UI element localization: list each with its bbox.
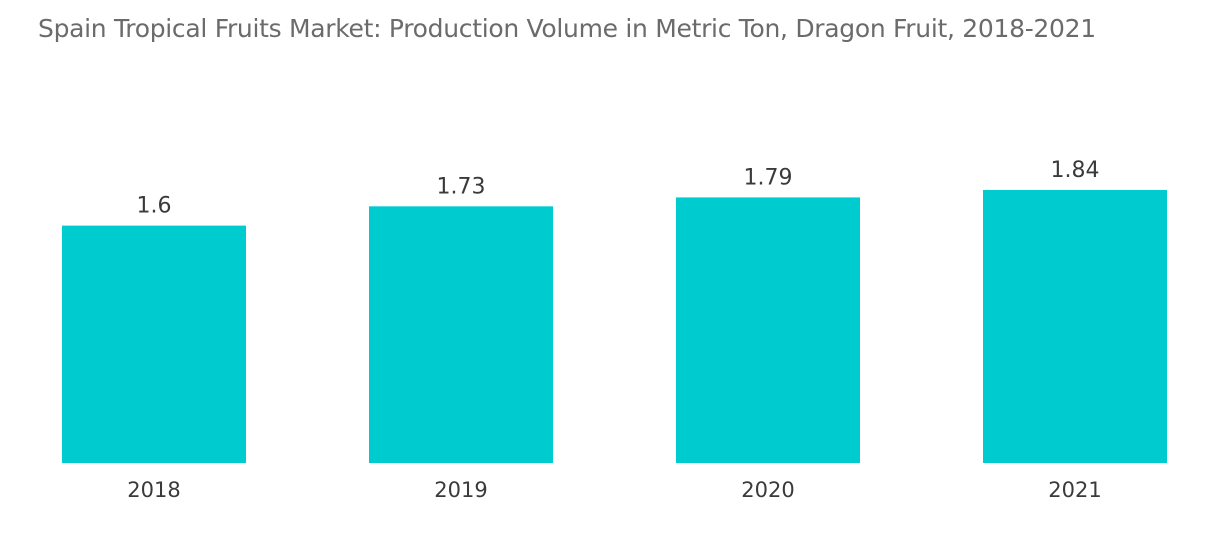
- value-label-2019: 1.73: [437, 174, 486, 199]
- x-axis-ticks-group: 2018 2019 2020 2021: [127, 478, 1101, 502]
- x-tick-label-2020: 2020: [741, 478, 794, 502]
- value-label-2020: 1.79: [744, 165, 793, 190]
- x-tick-label-2021: 2021: [1048, 478, 1101, 502]
- x-tick-label-2019: 2019: [434, 478, 487, 502]
- bar-2021: [983, 190, 1167, 463]
- x-tick-label-2018: 2018: [127, 478, 180, 502]
- bar-2018: [62, 225, 246, 463]
- value-labels-group: 1.6 1.73 1.79 1.84: [137, 158, 1100, 219]
- chart-title: Spain Tropical Fruits Market: Production…: [38, 14, 1096, 43]
- bar-2020: [676, 197, 860, 464]
- value-label-2021: 1.84: [1051, 158, 1100, 183]
- bar-2019: [369, 206, 553, 463]
- bars-group: [62, 190, 1167, 464]
- value-label-2018: 1.6: [137, 194, 172, 219]
